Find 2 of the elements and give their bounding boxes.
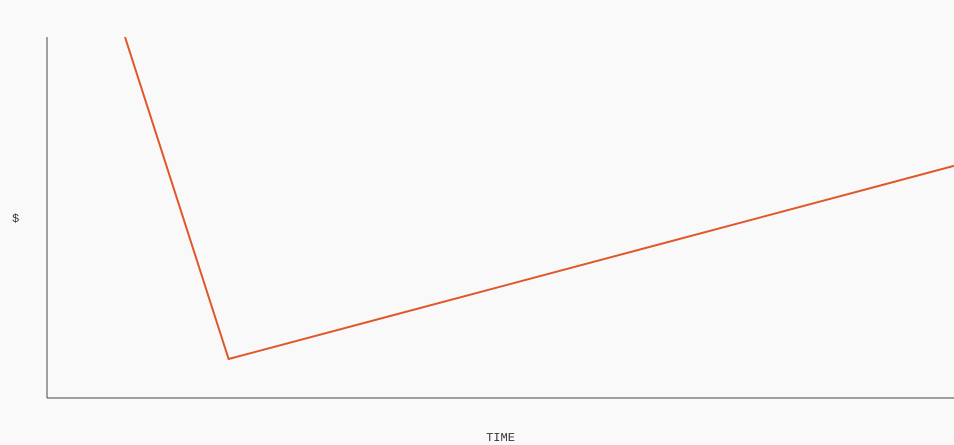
y-axis-title: $	[12, 212, 20, 226]
x-axis-title: TIME	[486, 431, 515, 445]
